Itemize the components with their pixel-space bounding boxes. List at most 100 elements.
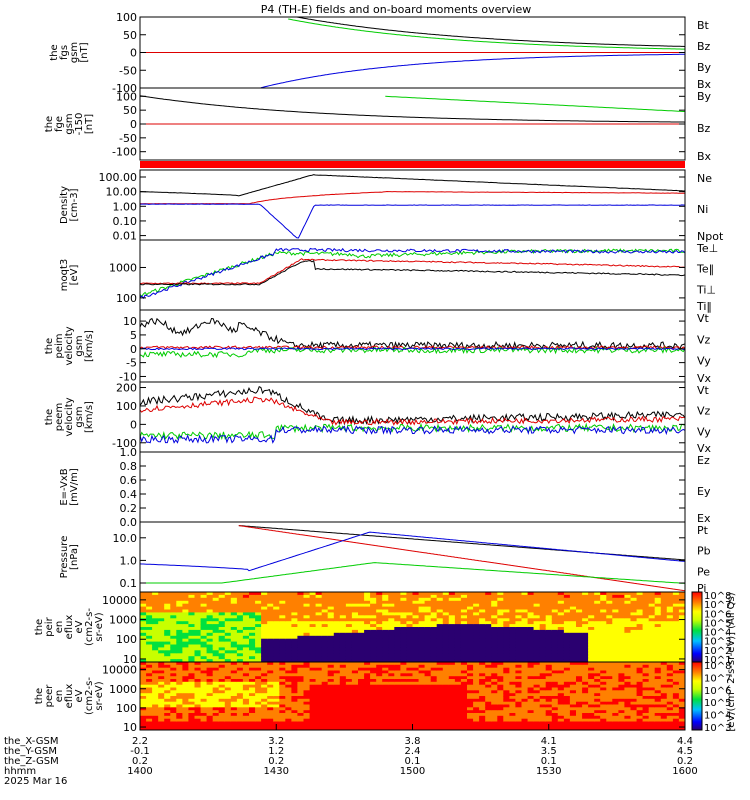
velI-vy-line [140,422,685,441]
red-band [140,161,685,168]
colorbar-tick-label: 10^4 [704,628,731,639]
fgs-ytick-label: 50 [123,29,137,42]
fgs-bx-line [260,53,685,88]
spec_ion-plot-area [140,592,685,662]
fge-ylabel-line: the [44,116,55,132]
velE-vx-line [140,347,685,351]
pressure-pi-line [140,531,685,572]
panel-temp: 1000 100 moqt3 [eV] Te⊥ Te‖ Ti⊥ Ti‖ [59,239,718,313]
temp-ti-perp-line [140,247,685,300]
colorbar-tick-label: 10^8 [704,661,731,672]
spec_ele-ylabel-line: the [34,688,45,704]
velE-ytick-label: 0 [130,343,137,356]
velI-ylabel-line: the [44,409,55,425]
temp-ytick-label: 100 [116,292,137,305]
pressure-plot-area [140,525,685,592]
pressure-ytick-label: 0.1 [120,577,138,590]
xaxis-row-label: the_Y-GSM [4,746,57,757]
pressure-ylabel-line: Pressure [59,536,70,579]
xaxis-value: 0.1 [405,756,421,767]
efield-legend-1: Ey [697,485,711,498]
spec_ele-plot-area [140,662,685,730]
panel-fgs: 100 50 0 -50 -100 the fgs gsm [nT] Bt Bz By Bx [49,11,712,95]
density-ytick-label: 1.00 [113,200,138,213]
colorbar-tick-label: 10^7 [704,673,731,684]
velI-ytick-label: 0 [130,418,137,431]
fgs-legend-1: Bz [697,40,711,53]
spec_ion-ytick-label: 10000 [102,594,137,607]
fge-ylabel-line: fge [54,116,65,132]
xaxis-row-label: the_X-GSM [4,736,58,747]
fge-legend-1: Bz [697,122,711,135]
fge-legend-2: Bx [697,150,712,163]
xaxis-row-label: hhmm [4,766,36,777]
fgs-legend-3: Bx [697,78,712,91]
fgs-ylabel-line: fgs [59,45,70,60]
fgs-ytick-label: -100 [112,82,137,95]
fgs-ylabel-line: gsm [69,42,80,63]
fgs-plot-area [140,17,685,88]
spec_ion-ylabel-line: the [34,619,45,635]
fge-ytick-label: 50 [123,104,137,117]
spec_ion-ylabel-line: (cm2-s- [84,608,95,646]
panel-pressure: 10.0 1.0 0.1 Pressure [nPa] Pt Pb Pe Pi [59,521,711,595]
velE-ylabel-line: [km/s] [84,330,95,362]
xaxis-value: 4.5 [677,746,693,757]
panel-efield: 1.00.80.60.40.20.0 E=-VxB [mV/m] Ez Ey Ex [59,446,711,529]
density-plot-area [140,174,685,239]
density-legend-1: Ni [697,203,708,216]
velI-ylabel-line: [km/s] [84,401,95,433]
pressure-legend-2: Pe [697,565,710,578]
density-ytick-label: 0.01 [113,230,138,243]
pressure-ylabel-line: [nPa] [69,544,80,570]
fge-ytick-label: -50 [119,132,137,145]
pressure-frame [139,521,686,593]
pressure-legend-1: Pb [697,545,711,558]
colorbar-tick-label: 10^4 [704,711,731,722]
xaxis-value: 3.5 [541,746,557,757]
efield-legend-0: Ez [697,454,710,467]
velE-ytick-label: -10 [119,370,137,383]
spec_ion-ytick-label: 1000 [109,614,137,627]
velI-ylabel-line: gsm [74,406,85,427]
colorbar: 10^810^710^610^510^410^310^210^110^810^7… [691,591,737,734]
panel-spec_ele: 10000 1000 100 10 the peer en eflux eV (cm2-s-sr-… [34,661,686,734]
velE-ytick-label: 5 [130,329,137,342]
velE-ytick-label: 10 [123,315,137,328]
pressure-ytick-label: 10.0 [113,532,138,545]
xaxis-value: 1600 [672,766,697,777]
fgs-ytick-label: -50 [119,64,137,77]
colorbar-tick-label: 10^6 [704,686,731,697]
spec_ele-ylabel-line: eV [74,689,85,702]
colorbar-tick-label: 10^6 [704,609,731,620]
spec_ion-ylabel-line: en [54,621,65,634]
spec_ele-ylabel-line: eflux [64,684,75,709]
velE-ylabel-line: velocity [64,326,75,365]
spec_ion-ytick-label: 10 [123,653,137,666]
pressure-legend-0: Pt [697,524,709,537]
fgs-by-line [288,18,685,50]
velE-vt-line [140,317,685,351]
fgs-legend-2: By [697,61,712,74]
efield-ytick-label: 0.8 [120,460,138,473]
efield-ytick-label: 0.2 [120,502,138,515]
density-legend-0: Ne [697,172,712,185]
xaxis-value: 2.2 [132,736,148,747]
velE-ylabel-line: gsm [74,335,85,356]
temp-ylabel-line: moqt3 [59,259,70,292]
density-ytick-label: 0.10 [113,215,138,228]
colorbar-strip-0 [691,591,703,663]
colorbar-label: [eV/(cm^2-s-sr-eV)] (All Qs) [726,592,737,731]
temp-te-par-line [140,260,685,286]
spec_ion-ytick-label: 100 [116,633,137,646]
density-ytick-label: 10.00 [106,186,138,199]
fge-legend-0: By [697,90,712,103]
xaxis-value: 3.8 [405,736,421,747]
fge-ytick-label: -100 [112,146,137,159]
xaxis-value: 1530 [536,766,561,777]
velE-ylabel-line: peim [54,333,65,358]
fgs-legend-0: Bt [697,19,710,32]
